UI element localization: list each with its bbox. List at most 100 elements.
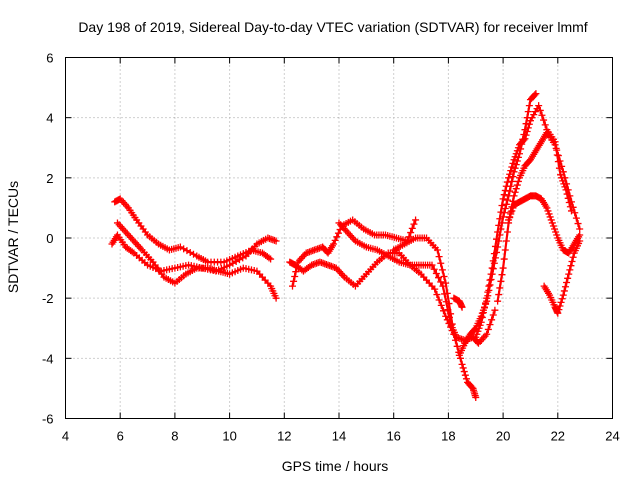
data-point xyxy=(488,316,496,324)
data-point xyxy=(508,207,516,215)
data-point xyxy=(524,124,532,132)
x-tick-label: 20 xyxy=(496,429,510,444)
data-point xyxy=(334,229,342,237)
series-points-track-12 xyxy=(540,237,584,317)
data-point xyxy=(498,271,506,279)
data-point xyxy=(543,204,551,212)
data-point xyxy=(491,306,499,314)
series-points-track-11 xyxy=(505,192,584,257)
data-point xyxy=(525,102,533,110)
data-point xyxy=(442,312,450,320)
data-point xyxy=(559,168,567,176)
data-point xyxy=(495,221,503,229)
data-point xyxy=(439,307,447,315)
series-line-track-6 xyxy=(337,221,496,345)
data-point xyxy=(453,342,461,350)
data-point xyxy=(483,330,491,338)
data-point xyxy=(554,309,562,317)
data-point xyxy=(549,222,557,230)
data-point xyxy=(447,310,455,318)
data-point xyxy=(512,150,520,158)
data-point xyxy=(503,228,511,236)
data-point xyxy=(514,144,522,152)
data-point xyxy=(432,269,440,277)
data-point xyxy=(545,210,553,218)
data-point xyxy=(525,120,533,128)
data-point xyxy=(474,327,482,335)
data-point xyxy=(448,320,456,328)
data-point xyxy=(508,163,516,171)
data-point xyxy=(440,273,448,281)
data-point xyxy=(502,237,510,245)
x-tick-label: 18 xyxy=(441,429,455,444)
data-point xyxy=(428,261,436,269)
data-point xyxy=(524,108,532,116)
data-point xyxy=(563,279,571,287)
series-points-track-5 xyxy=(286,249,458,338)
data-point xyxy=(576,225,584,233)
data-point xyxy=(540,116,548,124)
data-point xyxy=(458,303,466,311)
data-point xyxy=(450,330,458,338)
data-point xyxy=(567,262,575,270)
data-point xyxy=(567,198,575,206)
data-point xyxy=(479,309,487,317)
data-point xyxy=(522,131,530,139)
data-point xyxy=(526,117,534,125)
data-point xyxy=(535,102,543,110)
data-point xyxy=(541,121,549,129)
data-point xyxy=(435,296,443,304)
data-point xyxy=(547,216,555,224)
data-point xyxy=(511,164,519,172)
data-point xyxy=(333,233,341,241)
y-tick-label: 6 xyxy=(46,51,53,66)
data-point xyxy=(496,215,504,223)
data-point xyxy=(265,254,273,262)
data-point xyxy=(532,90,540,98)
data-point xyxy=(576,231,584,239)
data-point xyxy=(501,246,509,254)
data-point xyxy=(551,141,559,149)
data-point xyxy=(437,278,445,286)
data-point xyxy=(502,182,510,190)
series-points-track-13 xyxy=(450,294,466,311)
x-tick-label: 14 xyxy=(332,429,346,444)
data-point xyxy=(292,268,300,276)
data-point xyxy=(437,301,445,309)
x-tick-label: 6 xyxy=(117,429,124,444)
data-point xyxy=(501,186,509,194)
data-point xyxy=(507,210,515,218)
data-point xyxy=(555,306,563,314)
data-point xyxy=(430,265,438,273)
data-point xyxy=(536,106,544,114)
y-tick-label: -2 xyxy=(42,291,54,306)
data-point xyxy=(506,213,514,221)
data-point xyxy=(408,224,416,232)
data-point xyxy=(506,170,514,178)
data-point xyxy=(490,250,498,258)
data-point xyxy=(512,185,520,193)
x-tick-label: 22 xyxy=(551,429,565,444)
data-point xyxy=(502,200,510,208)
data-point xyxy=(452,336,460,344)
y-tick-label: -6 xyxy=(42,412,54,427)
data-point xyxy=(497,277,505,285)
data-point xyxy=(510,168,518,176)
data-point xyxy=(485,282,493,290)
data-point xyxy=(489,311,497,319)
data-point xyxy=(468,383,476,391)
data-point xyxy=(472,393,480,401)
data-point xyxy=(574,220,582,228)
y-tick-label: 4 xyxy=(46,111,53,126)
data-point xyxy=(494,228,502,236)
data-point xyxy=(551,225,559,233)
data-point xyxy=(513,181,521,189)
data-point xyxy=(513,157,521,165)
data-point xyxy=(460,368,468,376)
data-point xyxy=(493,235,501,243)
data-point xyxy=(569,203,577,211)
data-point xyxy=(561,174,569,182)
data-point xyxy=(521,135,529,143)
